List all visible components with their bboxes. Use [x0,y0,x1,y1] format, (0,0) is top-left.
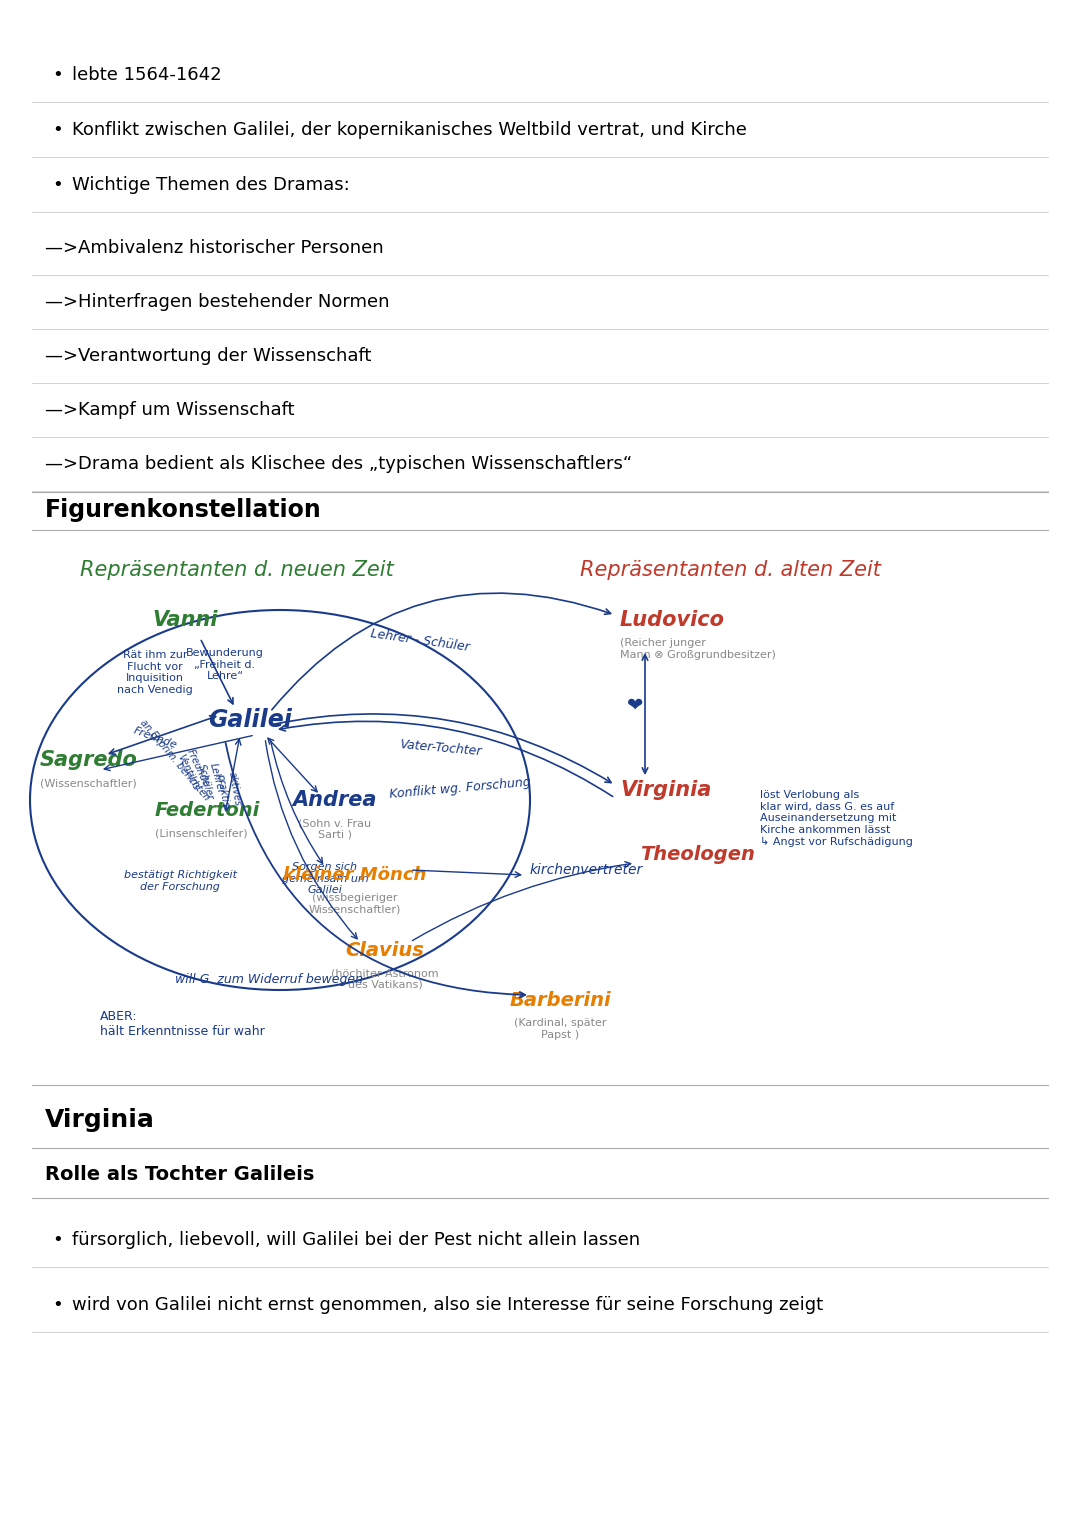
Text: •: • [52,121,63,139]
Text: (Kardinal, später
Papst ): (Kardinal, später Papst ) [514,1019,606,1040]
Text: lebte 1564-1642: lebte 1564-1642 [72,66,221,84]
Text: Konflikt wg. Forschung: Konflikt wg. Forschung [389,776,531,800]
Text: (wissbegieriger
Wissenschaftler): (wissbegieriger Wissenschaftler) [309,893,401,915]
Text: •: • [52,1231,63,1249]
Text: Lehrer
Schüler: Lehrer Schüler [195,759,226,800]
Text: •: • [52,176,63,194]
Text: Ludovico: Ludovico [620,609,725,631]
Text: Figurenkonstellation: Figurenkonstellation [45,498,322,522]
Text: aktives
praktis.: aktives praktis. [215,770,243,809]
Text: (Sohn v. Frau
Sarti ): (Sohn v. Frau Sarti ) [298,818,372,840]
Text: Konflikt zwischen Galilei, der kopernikanisches Weltbild vertrat, und Kirche: Konflikt zwischen Galilei, der kopernika… [72,121,747,139]
Text: Andrea: Andrea [293,789,377,809]
Text: Repräsentanten d. alten Zeit: Repräsentanten d. alten Zeit [580,560,881,580]
Text: kirchenvertreter: kirchenvertreter [530,863,644,876]
Text: (Wissenschaftler): (Wissenschaftler) [40,777,137,788]
Text: löst Verlobung als
klar wird, dass G. es auf
Auseinandersetzung mit
Kirche ankom: löst Verlobung als klar wird, dass G. es… [760,789,913,847]
Text: Federtoni: Federtoni [156,800,260,820]
Text: ❤: ❤ [626,695,644,715]
Text: an Exprim. berichten: an Exprim. berichten [138,718,212,802]
Text: Barberini: Barberini [509,991,611,1009]
Text: will G. zum Widerruf bewegen: will G. zum Widerruf bewegen [175,974,363,986]
Text: •: • [52,66,63,84]
Text: Rät ihm zur
Flucht vor
Inquisition
nach Venedig: Rät ihm zur Flucht vor Inquisition nach … [117,651,193,695]
Text: fürsorglich, liebevoll, will Galilei bei der Pest nicht allein lassen: fürsorglich, liebevoll, will Galilei bei… [72,1231,640,1249]
Text: —>Drama bedient als Klischee des „typischen Wissenschaftlers“: —>Drama bedient als Klischee des „typisc… [45,455,632,473]
Text: bestätigt Richtigkeit
der Forschung: bestätigt Richtigkeit der Forschung [123,870,237,892]
Text: Lehrer - Schüler: Lehrer - Schüler [369,626,471,654]
Text: Theologen: Theologen [640,846,755,864]
Text: Vater-Tochter: Vater-Tochter [399,738,482,757]
Text: wird von Galilei nicht ernst genommen, also sie Interesse für seine Forschung ze: wird von Galilei nicht ernst genommen, a… [72,1296,823,1315]
Text: Virginia: Virginia [620,780,712,800]
Text: Vanni: Vanni [152,609,218,631]
Text: Galilei: Galilei [208,709,292,731]
Text: ABER:
hält Erkenntnisse für wahr: ABER: hält Erkenntnisse für wahr [100,1009,265,1038]
Text: (Linsenschleifer): (Linsenschleifer) [156,828,247,838]
Text: Rolle als Tochter Galileis: Rolle als Tochter Galileis [45,1165,314,1185]
Text: Bewunderung
„Freiheit d.
Lehre“: Bewunderung „Freiheit d. Lehre“ [186,647,264,681]
Text: Freunde: Freunde [132,725,178,751]
Text: Freunde
Ventilns: Freunde Ventilns [175,747,212,793]
Text: —>Verantwortung der Wissenschaft: —>Verantwortung der Wissenschaft [45,347,372,365]
Text: kleiner Mönch: kleiner Mönch [283,866,427,884]
Text: —>Ambivalenz historischer Personen: —>Ambivalenz historischer Personen [45,240,383,257]
Text: Wichtige Themen des Dramas:: Wichtige Themen des Dramas: [72,176,350,194]
Text: Virginia: Virginia [45,1109,154,1132]
Text: Sagredo: Sagredo [40,750,138,770]
Text: Sorgen sich
gemeinsam um
Galilei: Sorgen sich gemeinsam um Galilei [282,863,368,895]
Text: Clavius: Clavius [346,941,424,959]
Text: (Reicher junger
Mann ⊗ Großgrundbesitzer): (Reicher junger Mann ⊗ Großgrundbesitzer… [620,638,775,660]
Text: (höchiter Astronom
des Vatikans): (höchiter Astronom des Vatikans) [332,968,438,989]
Text: Repräsentanten d. neuen Zeit: Repräsentanten d. neuen Zeit [80,560,393,580]
Text: •: • [52,1296,63,1315]
Text: —>Hinterfragen bestehender Normen: —>Hinterfragen bestehender Normen [45,293,390,312]
Text: —>Kampf um Wissenschaft: —>Kampf um Wissenschaft [45,402,295,418]
